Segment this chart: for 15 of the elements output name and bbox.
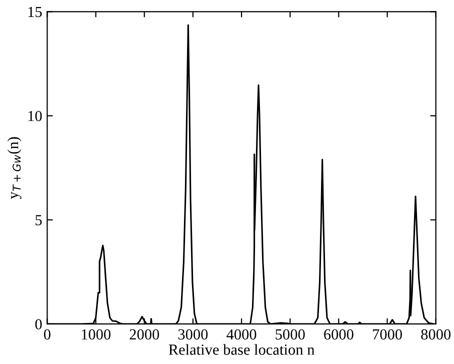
y-tick-label: 15 bbox=[28, 6, 42, 18]
x-tick-label: 8000 bbox=[421, 329, 451, 340]
y-tick-label: 5 bbox=[36, 215, 42, 226]
x-tick-label: 4000 bbox=[226, 329, 256, 340]
x-tick-label: 3000 bbox=[178, 329, 208, 340]
x-tick-label: 1000 bbox=[82, 329, 110, 340]
x-tick-label: 6000 bbox=[324, 329, 354, 340]
x-tick-label: 2000 bbox=[130, 329, 160, 340]
y-tick-label: 0 bbox=[35, 319, 42, 330]
x-tick-label: 5000 bbox=[276, 329, 305, 340]
y-axis-title: y$_{T+Gw}$(n) bbox=[7, 137, 22, 200]
x-axis-title: Relative base location n bbox=[168, 344, 314, 355]
x-tick-label: 0 bbox=[44, 329, 50, 340]
y-tick-label: 10 bbox=[28, 110, 42, 122]
x-tick-label: 7000 bbox=[372, 329, 402, 340]
